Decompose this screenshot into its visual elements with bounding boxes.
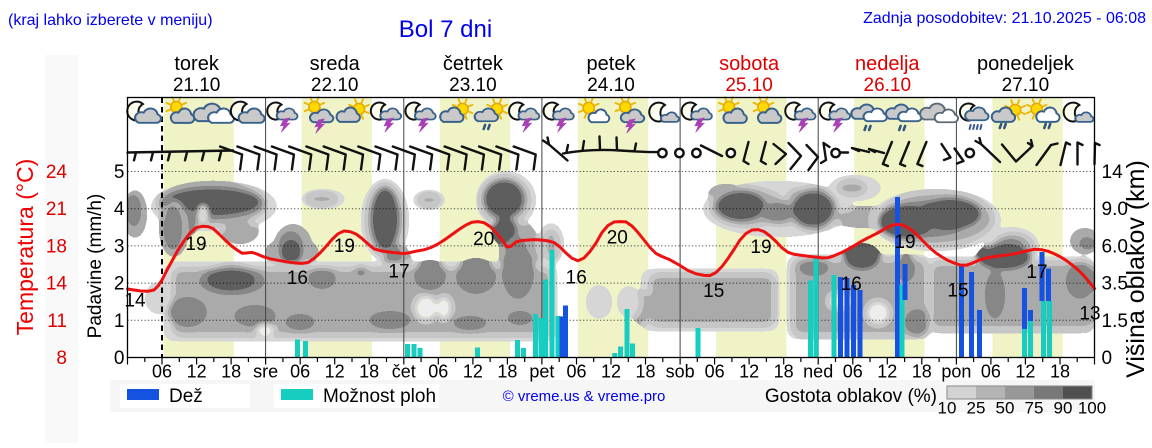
svg-text:15: 15 — [703, 281, 724, 302]
svg-text:26.10: 26.10 — [864, 75, 912, 96]
svg-text:19: 19 — [750, 237, 771, 258]
svg-text:18: 18 — [1050, 362, 1070, 382]
svg-text:18: 18 — [635, 362, 655, 382]
svg-text:18: 18 — [774, 362, 794, 382]
svg-text:06: 06 — [152, 362, 172, 382]
svg-text:4: 4 — [114, 199, 125, 220]
svg-text:12: 12 — [601, 362, 621, 382]
svg-text:12: 12 — [1015, 362, 1035, 382]
svg-text:8: 8 — [56, 348, 67, 369]
svg-text:19: 19 — [334, 236, 355, 257]
svg-text:06: 06 — [981, 362, 1001, 382]
svg-text:17: 17 — [388, 261, 409, 282]
svg-text:20: 20 — [607, 228, 628, 249]
svg-text:11: 11 — [47, 311, 67, 332]
svg-text:06: 06 — [428, 362, 448, 382]
svg-text:sreda: sreda — [310, 53, 361, 75]
svg-text:pet: pet — [529, 362, 554, 382]
svg-text:sob: sob — [666, 362, 695, 382]
svg-text:13: 13 — [1079, 304, 1100, 325]
svg-text:27.10: 27.10 — [1002, 75, 1050, 96]
svg-text:Višina oblakov (km): Višina oblakov (km) — [1122, 160, 1150, 378]
svg-text:18: 18 — [912, 362, 932, 382]
svg-text:25.10: 25.10 — [725, 75, 773, 96]
svg-text:06: 06 — [566, 362, 586, 382]
svg-text:petek: petek — [587, 53, 637, 75]
svg-text:12: 12 — [739, 362, 759, 382]
svg-text:90: 90 — [1054, 399, 1073, 418]
svg-text:3.5: 3.5 — [1102, 274, 1128, 295]
svg-text:21: 21 — [46, 199, 67, 220]
svg-text:100: 100 — [1078, 399, 1106, 418]
svg-text:Gostota oblakov (%): Gostota oblakov (%) — [765, 386, 937, 407]
svg-text:9.0: 9.0 — [1102, 199, 1128, 220]
svg-text:pon: pon — [941, 362, 971, 382]
svg-text:Temperatura (°C): Temperatura (°C) — [12, 159, 38, 336]
svg-text:17: 17 — [1026, 262, 1047, 283]
svg-text:16: 16 — [841, 274, 862, 295]
svg-text:23.10: 23.10 — [449, 75, 497, 96]
svg-text:2: 2 — [114, 274, 125, 295]
svg-text:25: 25 — [967, 399, 986, 418]
svg-text:Dež: Dež — [169, 386, 203, 407]
svg-text:0: 0 — [1102, 348, 1113, 369]
svg-text:16: 16 — [287, 268, 308, 289]
svg-text:12: 12 — [877, 362, 897, 382]
svg-text:24: 24 — [46, 162, 68, 183]
svg-text:16: 16 — [566, 267, 587, 288]
svg-text:19: 19 — [894, 232, 915, 253]
svg-text:ned: ned — [803, 362, 833, 382]
svg-text:06: 06 — [843, 362, 863, 382]
svg-text:20: 20 — [473, 229, 494, 250]
svg-text:čet: čet — [392, 362, 416, 382]
svg-text:24.10: 24.10 — [587, 75, 635, 96]
svg-text:14: 14 — [1102, 162, 1124, 183]
svg-text:21.10: 21.10 — [173, 75, 221, 96]
svg-text:18: 18 — [46, 236, 67, 257]
svg-text:19: 19 — [185, 234, 206, 255]
svg-text:ponedeljek: ponedeljek — [977, 53, 1075, 75]
svg-text:1: 1 — [114, 311, 125, 332]
svg-text:22.10: 22.10 — [311, 75, 359, 96]
svg-text:6.0: 6.0 — [1102, 236, 1128, 257]
svg-text:12: 12 — [325, 362, 345, 382]
svg-text:(kraj lahko izberete v meniju): (kraj lahko izberete v meniju) — [8, 12, 213, 29]
svg-text:Padavine (mm/h): Padavine (mm/h) — [85, 194, 106, 339]
svg-text:12: 12 — [187, 362, 207, 382]
svg-text:50: 50 — [996, 399, 1015, 418]
svg-text:15: 15 — [947, 281, 968, 302]
svg-text:5: 5 — [114, 162, 125, 183]
svg-text:četrtek: četrtek — [443, 53, 504, 75]
svg-text:18: 18 — [497, 362, 517, 382]
svg-text:Bol 7 dni: Bol 7 dni — [399, 16, 492, 43]
svg-text:Možnost ploh: Možnost ploh — [323, 386, 436, 407]
svg-text:torek: torek — [174, 53, 219, 75]
svg-text:3: 3 — [114, 236, 125, 257]
svg-text:14: 14 — [124, 291, 146, 312]
svg-text:18: 18 — [359, 362, 379, 382]
svg-text:14: 14 — [46, 274, 68, 295]
svg-text:10: 10 — [938, 399, 957, 418]
svg-text:06: 06 — [705, 362, 725, 382]
svg-text:1.5: 1.5 — [1102, 311, 1128, 332]
svg-text:0: 0 — [114, 348, 125, 369]
svg-text:© vreme.us & vreme.pro: © vreme.us & vreme.pro — [503, 388, 666, 405]
svg-text:06: 06 — [290, 362, 310, 382]
svg-text:18: 18 — [221, 362, 241, 382]
svg-text:sre: sre — [253, 362, 278, 382]
svg-text:12: 12 — [463, 362, 483, 382]
svg-text:75: 75 — [1025, 399, 1044, 418]
svg-text:nedelja: nedelja — [855, 53, 920, 75]
svg-text:Zadnja posodobitev: 21.10.2025: Zadnja posodobitev: 21.10.2025 - 06:08 — [863, 10, 1146, 27]
svg-text:sobota: sobota — [719, 53, 780, 75]
